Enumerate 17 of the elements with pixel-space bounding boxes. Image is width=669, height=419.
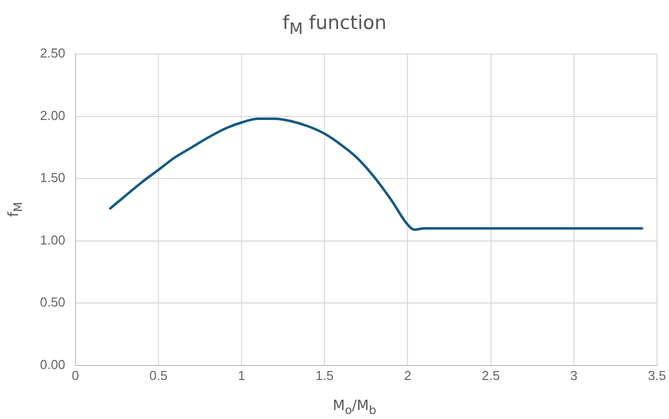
- x-tick-label: 2.5: [482, 368, 500, 383]
- x-tick-label: 0.5: [149, 368, 168, 383]
- x-tick-label: 1: [238, 368, 246, 383]
- x-tick-label: 1.5: [316, 368, 334, 383]
- chart-title: f$_{M}$ function: [281, 12, 388, 38]
- y-tick-label: 1.00: [40, 232, 66, 248]
- x-tick-label: 0: [72, 368, 79, 383]
- y-tick-label: 2.50: [40, 46, 66, 61]
- line-series: [108, 118, 644, 231]
- y-tick-label: 2.00: [40, 108, 66, 123]
- y-tick-label: 0.50: [40, 294, 66, 310]
- x-axis-title: M$_{o}$/M$_{b}$: [332, 398, 378, 417]
- x-tick-label: 3: [570, 368, 578, 383]
- y-tick-label: 1.50: [40, 170, 66, 186]
- x-tick-label: 3.5: [648, 368, 666, 383]
- y-tick-label: 0.00: [40, 356, 66, 372]
- x-tick-label: 2: [404, 368, 412, 383]
